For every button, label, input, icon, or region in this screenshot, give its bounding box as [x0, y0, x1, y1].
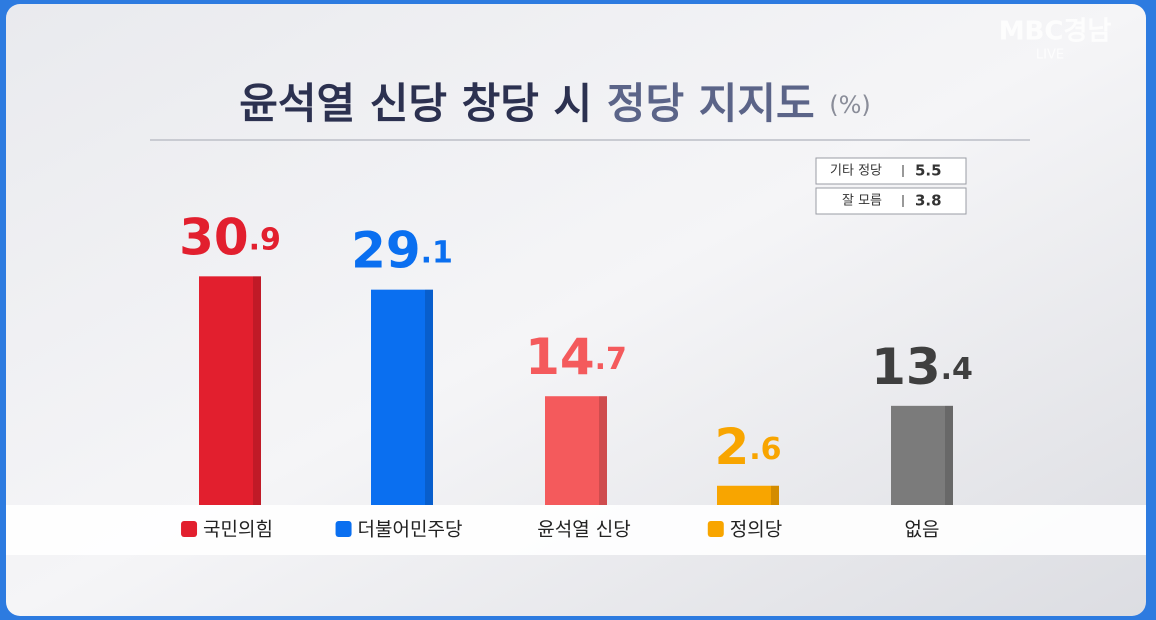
note-box [815, 187, 967, 215]
value-int: 30 [179, 208, 249, 266]
bar-shade [945, 405, 953, 505]
bar [199, 276, 261, 505]
value-dec: .4 [941, 351, 973, 386]
plot: 30.9 국민의힘 29.1 더불어민주당 14.7 윤석열 신당 2.6 정의당 13.4 없음 [179, 208, 973, 541]
value-int: 13 [871, 337, 941, 395]
party-icon [335, 521, 352, 537]
title-highlight: 정당 지지도 [607, 79, 815, 128]
broadcaster: MBC경남 [999, 17, 1112, 47]
x-tick-label: 없음 [905, 519, 940, 541]
chart-title: 윤석열 신당 창당 시 정당 지지도 (%) [239, 79, 871, 128]
value-label: 29.1 [351, 221, 453, 279]
bar-shade [425, 289, 433, 505]
value-label: 30.9 [179, 208, 281, 266]
value-dec: .1 [421, 235, 453, 270]
note-value: 3.8 [915, 192, 942, 210]
note-label: 기타 정당 [830, 164, 882, 179]
x-tick-label: 국민의힘 [203, 519, 273, 541]
value-int: 29 [351, 221, 421, 279]
live-tag: LIVE [1036, 48, 1064, 63]
value-label: 2.6 [714, 417, 781, 475]
bar [371, 289, 433, 505]
note-label: 잘 모름 [842, 194, 882, 209]
bar-shade [599, 396, 607, 505]
bar [891, 405, 953, 505]
x-tick-label: 더불어민주당 [358, 519, 463, 541]
title-main: 윤석열 신당 창당 시 [239, 79, 592, 128]
x-tick-label: 정의당 [730, 519, 782, 541]
notes-box: 기타 정당 5.5 잘 모름 3.8 [815, 157, 967, 215]
value-int: 14 [525, 328, 595, 386]
background [6, 4, 1146, 616]
party-icon [181, 521, 198, 537]
note-value: 5.5 [915, 162, 942, 180]
bar-shade [253, 276, 261, 505]
value-dec: .6 [749, 431, 781, 466]
bar [545, 396, 607, 505]
note-box [815, 157, 967, 185]
value-dec: .7 [595, 342, 627, 377]
bar [717, 485, 779, 505]
value-label: 13.4 [871, 337, 973, 395]
value-int: 2 [714, 417, 749, 475]
value-dec: .9 [249, 222, 281, 257]
unit: (%) [829, 91, 871, 119]
x-tick-label: 윤석열 신당 [537, 519, 630, 541]
value-label: 14.7 [525, 328, 627, 386]
bar-shade [771, 485, 779, 505]
party-icon [707, 521, 724, 537]
